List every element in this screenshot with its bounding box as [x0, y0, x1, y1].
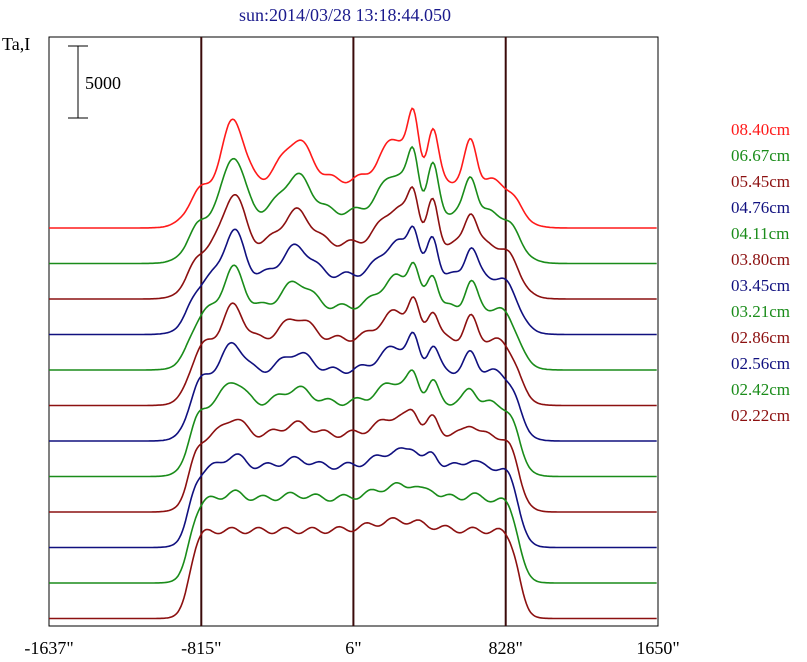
legend: 08.40cm 06.67cm 05.45cm 04.76cm 04.11cm 03.80… — [731, 120, 790, 425]
legend-entry: 03.21cm — [731, 302, 790, 321]
series-line-02.86cm — [49, 408, 657, 513]
legend-entry: 02.86cm — [731, 328, 790, 347]
series-line-06.67cm — [49, 145, 657, 265]
series-line-02.42cm — [49, 482, 657, 584]
y-axis-label: Ta,I — [2, 34, 30, 54]
legend-entry: 08.40cm — [731, 120, 790, 139]
series-line-03.80cm — [49, 296, 657, 407]
vertical-markers — [200, 37, 507, 626]
legend-entry: 02.42cm — [731, 380, 790, 399]
series-line-03.45cm — [49, 331, 657, 442]
series-line-03.21cm — [49, 369, 657, 478]
series-line-02.56cm — [49, 447, 657, 549]
scale-bar: 5000 — [68, 45, 121, 119]
x-tick-label: 6" — [345, 638, 361, 658]
x-tick-label: 828" — [489, 638, 523, 658]
x-tick-label: 1650" — [636, 638, 679, 658]
chart-title: sun:2014/03/28 13:18:44.050 — [239, 5, 451, 25]
x-tick-label: -815" — [181, 638, 221, 658]
series-line-02.22cm — [49, 516, 657, 620]
legend-entry: 03.45cm — [731, 276, 790, 295]
series-group — [49, 107, 657, 620]
legend-entry: 04.11cm — [731, 224, 789, 243]
legend-entry: 06.67cm — [731, 146, 790, 165]
series-line-04.11cm — [49, 261, 657, 371]
x-tick-label: -1637" — [24, 638, 73, 658]
legend-entry: 05.45cm — [731, 172, 790, 191]
scale-bar-label: 5000 — [85, 73, 121, 93]
series-line-08.40cm — [49, 107, 657, 229]
series-line-04.76cm — [49, 225, 657, 336]
legend-entry: 03.80cm — [731, 250, 790, 269]
legend-entry: 02.56cm — [731, 354, 790, 373]
series-line-05.45cm — [49, 185, 657, 300]
legend-entry: 04.76cm — [731, 198, 790, 217]
legend-entry: 02.22cm — [731, 406, 790, 425]
x-tick-labels: -1637" -815" 6" 828" 1650" — [24, 638, 679, 658]
